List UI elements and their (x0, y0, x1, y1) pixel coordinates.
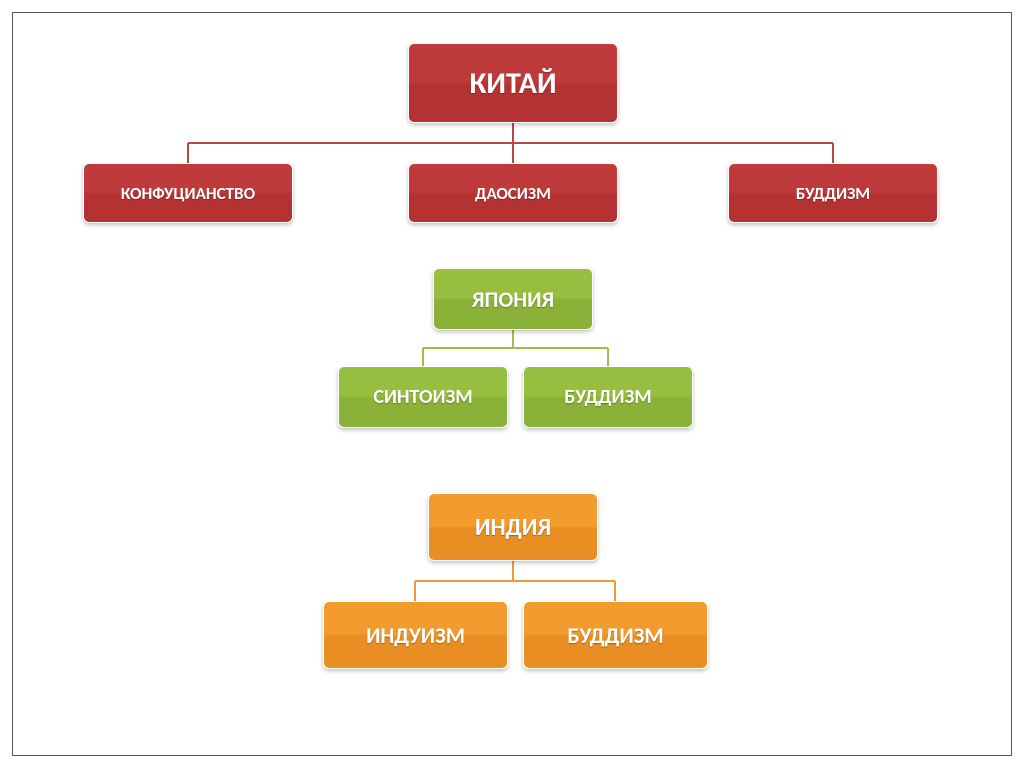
node-buddhism-jp: БУДДИЗМ (523, 366, 693, 428)
node-label: БУДДИЗМ (564, 385, 651, 409)
node-label: ИНДУИЗМ (366, 622, 465, 649)
node-buddhism-in: БУДДИЗМ (523, 601, 708, 669)
node-label: ИНДИЯ (475, 513, 551, 542)
node-india: ИНДИЯ (428, 493, 598, 561)
node-japan: ЯПОНИЯ (433, 268, 593, 330)
node-hinduism: ИНДУИЗМ (323, 601, 508, 669)
node-label: БУДДИЗМ (567, 622, 663, 649)
node-label: КОНФУЦИАНСТВО (121, 183, 255, 204)
node-label: КИТАЙ (470, 65, 557, 102)
node-label: ДАОСИЗМ (475, 183, 551, 204)
connectors-svg (13, 13, 1011, 755)
node-china: КИТАЙ (408, 43, 618, 123)
node-shinto: СИНТОИЗМ (338, 366, 508, 428)
node-taoism: ДАОСИЗМ (408, 163, 618, 223)
slide-frame: КИТАЙ КОНФУЦИАНСТВО ДАОСИЗМ БУДДИЗМ ЯПОН… (12, 12, 1012, 756)
node-buddhism-cn: БУДДИЗМ (728, 163, 938, 223)
node-label: ЯПОНИЯ (472, 286, 554, 313)
node-label: СИНТОИЗМ (373, 385, 472, 409)
node-label: БУДДИЗМ (796, 183, 870, 204)
node-confucianism: КОНФУЦИАНСТВО (83, 163, 293, 223)
